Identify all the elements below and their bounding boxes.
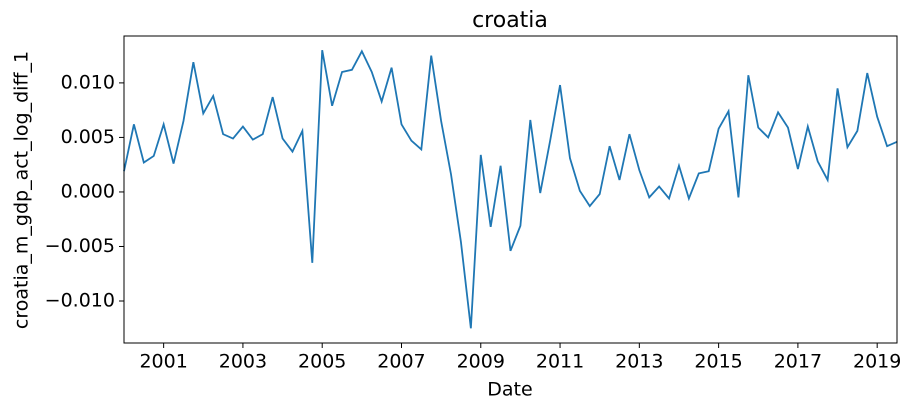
x-axis-label: Date — [487, 379, 532, 401]
x-tick-label: 2009 — [457, 351, 505, 373]
x-tick-label: 2017 — [774, 351, 822, 373]
line-series — [123, 49, 898, 329]
chart-title: croatia — [472, 8, 548, 33]
y-tick-label: −0.005 — [45, 235, 115, 257]
x-tick-label: 2005 — [298, 351, 346, 373]
y-tick-label: 0.005 — [61, 126, 115, 148]
x-tick-label: 2019 — [853, 351, 901, 373]
x-tick-label: 2001 — [139, 351, 187, 373]
x-tick-label: 2007 — [377, 351, 425, 373]
plot-frame — [123, 35, 898, 344]
x-tick-label: 2011 — [536, 351, 584, 373]
y-tick-label: 0.010 — [61, 71, 115, 93]
x-tick-label: 2015 — [694, 351, 742, 373]
x-tick-label: 2013 — [615, 351, 663, 373]
y-tick-label: −0.010 — [45, 290, 115, 312]
y-tick-label: 0.000 — [61, 180, 115, 202]
x-tick-label: 2003 — [219, 351, 267, 373]
y-axis-label: croatia_m_gdp_act_log_diff_1 — [11, 51, 33, 329]
